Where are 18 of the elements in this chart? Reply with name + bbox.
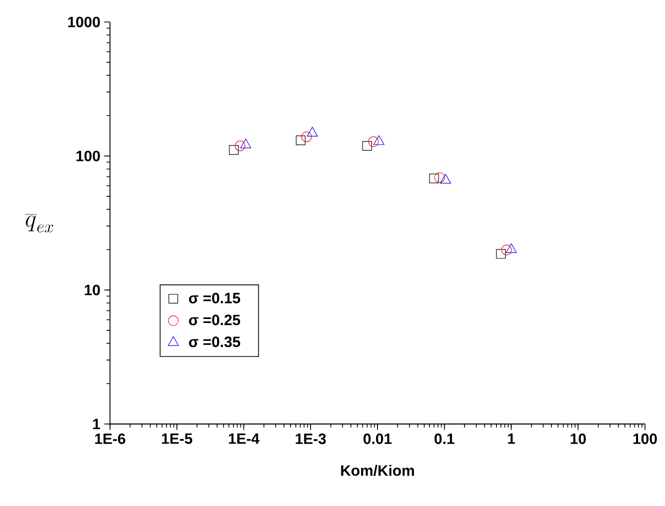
x-tick-label: 1E-4 [228, 433, 260, 444]
legend-label: σ =0.15 [189, 292, 240, 304]
legend-label: σ =0.25 [189, 314, 240, 326]
y-tick-label: 1 [93, 418, 100, 430]
x-tick-label: 100 [633, 433, 657, 444]
y-tick-label: 100 [76, 150, 100, 162]
x-axis-title: Kom/Kiom [341, 464, 414, 476]
y-tick-label: 1000 [68, 16, 100, 28]
x-tick-label: 1E-3 [296, 433, 326, 444]
y-tick-label: 10 [84, 284, 100, 296]
x-tick-label: 1E-6 [95, 433, 126, 444]
x-tick-label: 0.01 [364, 433, 392, 444]
legend-label: σ =0.35 [189, 336, 240, 348]
y-axis-title: $\overline{q}_{ex}$ [24, 214, 54, 232]
x-tick-label: 0.1 [434, 433, 454, 444]
x-tick-label: 1 [508, 433, 515, 444]
x-tick-label: 1E-5 [162, 433, 192, 444]
x-tick-label: 10 [570, 433, 586, 444]
